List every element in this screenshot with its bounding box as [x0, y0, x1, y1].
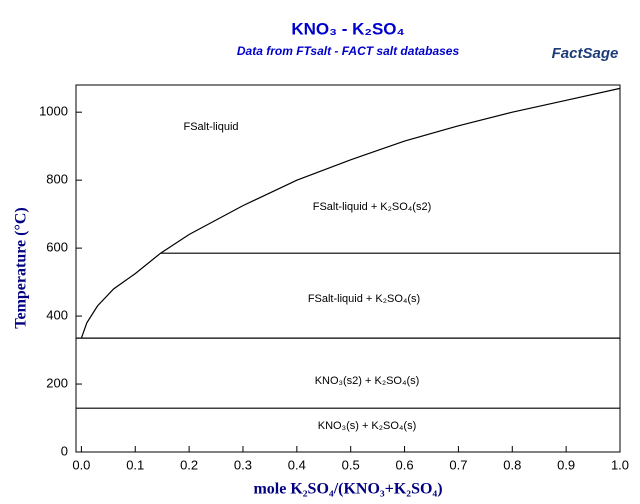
phase-boundary [80, 87, 621, 339]
x-tick-label: 0.9 [557, 457, 575, 472]
plot-frame [75, 84, 621, 453]
y-tick-label: 400 [46, 308, 68, 323]
chart-title: KNO₃ - K₂SO₄ [291, 19, 404, 38]
y-tick-label: 200 [46, 375, 68, 390]
y-tick-label: 600 [46, 240, 68, 255]
region-label: KNO₃(s2) + K₂SO₄(s) [315, 375, 420, 387]
region-label: FSalt-liquid [183, 121, 238, 133]
x-tick-label: 0.5 [342, 457, 360, 472]
region-label: FSalt-liquid + K₂SO₄(s) [308, 293, 420, 305]
x-tick-label: 0.0 [72, 457, 90, 472]
x-tick-label: 0.1 [126, 457, 144, 472]
x-tick-label: 0.7 [449, 457, 467, 472]
x-tick-label: 0.4 [288, 457, 306, 472]
y-tick-label: 1000 [39, 104, 68, 119]
y-tick-label: 800 [46, 172, 68, 187]
region-label: FSalt-liquid + K₂SO₄(s2) [313, 201, 432, 213]
x-tick-label: 1.0 [611, 457, 629, 472]
y-axis-label: Temperature (°C) [13, 207, 30, 328]
logo: FactSage [552, 45, 619, 62]
x-tick-label: 0.6 [396, 457, 414, 472]
x-tick-label: 0.3 [234, 457, 252, 472]
region-label: KNO₃(s) + K₂SO₄(s) [318, 420, 417, 432]
chart-subtitle: Data from FTsalt - FACT salt databases [237, 44, 460, 58]
y-tick-label: 0 [61, 443, 68, 458]
x-tick-label: 0.2 [180, 457, 198, 472]
x-axis-label: mole K₂SO₄/(KNO₃+K₂SO₄) [253, 481, 442, 498]
x-tick-label: 0.8 [503, 457, 521, 472]
